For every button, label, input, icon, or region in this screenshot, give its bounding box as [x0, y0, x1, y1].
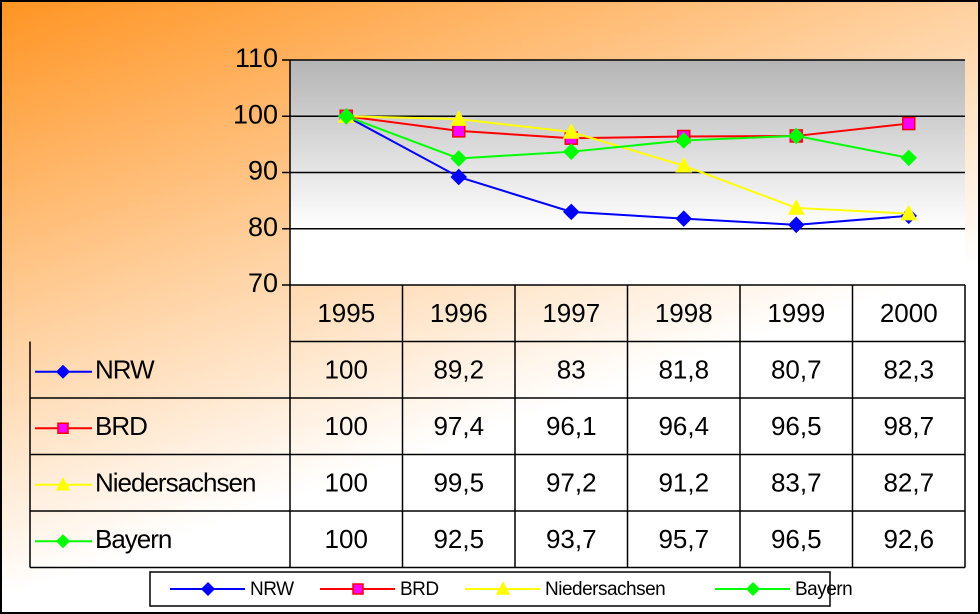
data-point: [450, 110, 468, 126]
x-tick-label: 1996: [430, 298, 488, 328]
table-cell: 96,4: [658, 411, 709, 441]
legend-label: BRD: [400, 579, 439, 600]
table-cell: 92,5: [433, 524, 484, 554]
row-label: Bayern: [95, 524, 171, 554]
table-cell: 91,2: [658, 468, 709, 498]
legend-key-marker: [352, 583, 364, 595]
data-point: [450, 150, 468, 167]
table-cell: 100: [325, 524, 368, 554]
y-tick-label: 70: [248, 268, 278, 298]
table-cell: 80,7: [771, 355, 822, 385]
series-line: [345, 115, 909, 226]
legend-key-marker: [495, 581, 511, 595]
series-line: [346, 115, 909, 215]
table-cell: 89,2: [433, 355, 484, 385]
data-point: [902, 116, 916, 131]
table-cell: 100: [325, 468, 368, 498]
table-cell: 82,7: [883, 468, 934, 498]
table-cell: 98,7: [883, 411, 934, 441]
legend-key-marker: [200, 581, 216, 597]
data-point: [450, 168, 468, 186]
table-cell: 93,7: [546, 524, 597, 554]
table-cell: 96,5: [771, 524, 822, 554]
x-tick-label: 1999: [767, 298, 825, 328]
table-cell: 97,4: [433, 411, 484, 441]
data-point: [337, 107, 355, 125]
row-label: Niedersachsen: [95, 468, 255, 498]
data-point: [787, 199, 805, 215]
table-cell: 83: [557, 355, 586, 385]
series-line: [345, 115, 909, 160]
legend-key-marker: [55, 477, 71, 491]
data-point: [452, 124, 466, 138]
table-cell: 96,1: [546, 411, 597, 441]
data-point: [900, 149, 918, 167]
y-tick-label: 90: [248, 156, 278, 186]
table-cell: 99,5: [433, 468, 484, 498]
data-point: [787, 127, 805, 145]
x-tick-label: 1995: [317, 298, 375, 328]
data-point: [562, 203, 580, 221]
table-cell: 82,3: [883, 355, 934, 385]
data-point: [675, 210, 693, 227]
table-cell: 96,5: [771, 411, 822, 441]
y-tick-label: 80: [248, 212, 278, 242]
data-point: [562, 123, 580, 139]
legend-key-marker: [57, 422, 69, 434]
legend-key-marker: [745, 581, 761, 597]
table-cell: 81,8: [658, 355, 709, 385]
x-tick-label: 1997: [542, 298, 600, 328]
legend-label: NRW: [250, 579, 294, 600]
table-cell: 92,6: [883, 524, 934, 554]
data-point: [675, 156, 693, 173]
legend-key-marker: [55, 534, 71, 549]
table-cell: 97,2: [546, 468, 597, 498]
table-cell: 95,7: [658, 524, 709, 554]
data-point: [787, 216, 805, 234]
data-point: [675, 132, 693, 149]
series-line: [346, 115, 909, 140]
row-label: BRD: [95, 411, 147, 441]
data-point: [900, 204, 918, 221]
table-cell: 100: [325, 411, 368, 441]
legend-label: Niedersachsen: [545, 579, 665, 600]
x-tick-label: 1998: [655, 298, 713, 328]
y-tick-label: 110: [235, 43, 278, 73]
legend-key-marker: [55, 364, 71, 379]
table-cell: 83,7: [771, 468, 822, 498]
y-tick-label: 100: [233, 99, 278, 129]
table-cell: 100: [325, 355, 368, 385]
x-tick-label: 2000: [880, 298, 938, 328]
legend-label: Bayern: [795, 579, 852, 600]
row-label: NRW: [95, 355, 155, 385]
data-point: [562, 143, 580, 160]
